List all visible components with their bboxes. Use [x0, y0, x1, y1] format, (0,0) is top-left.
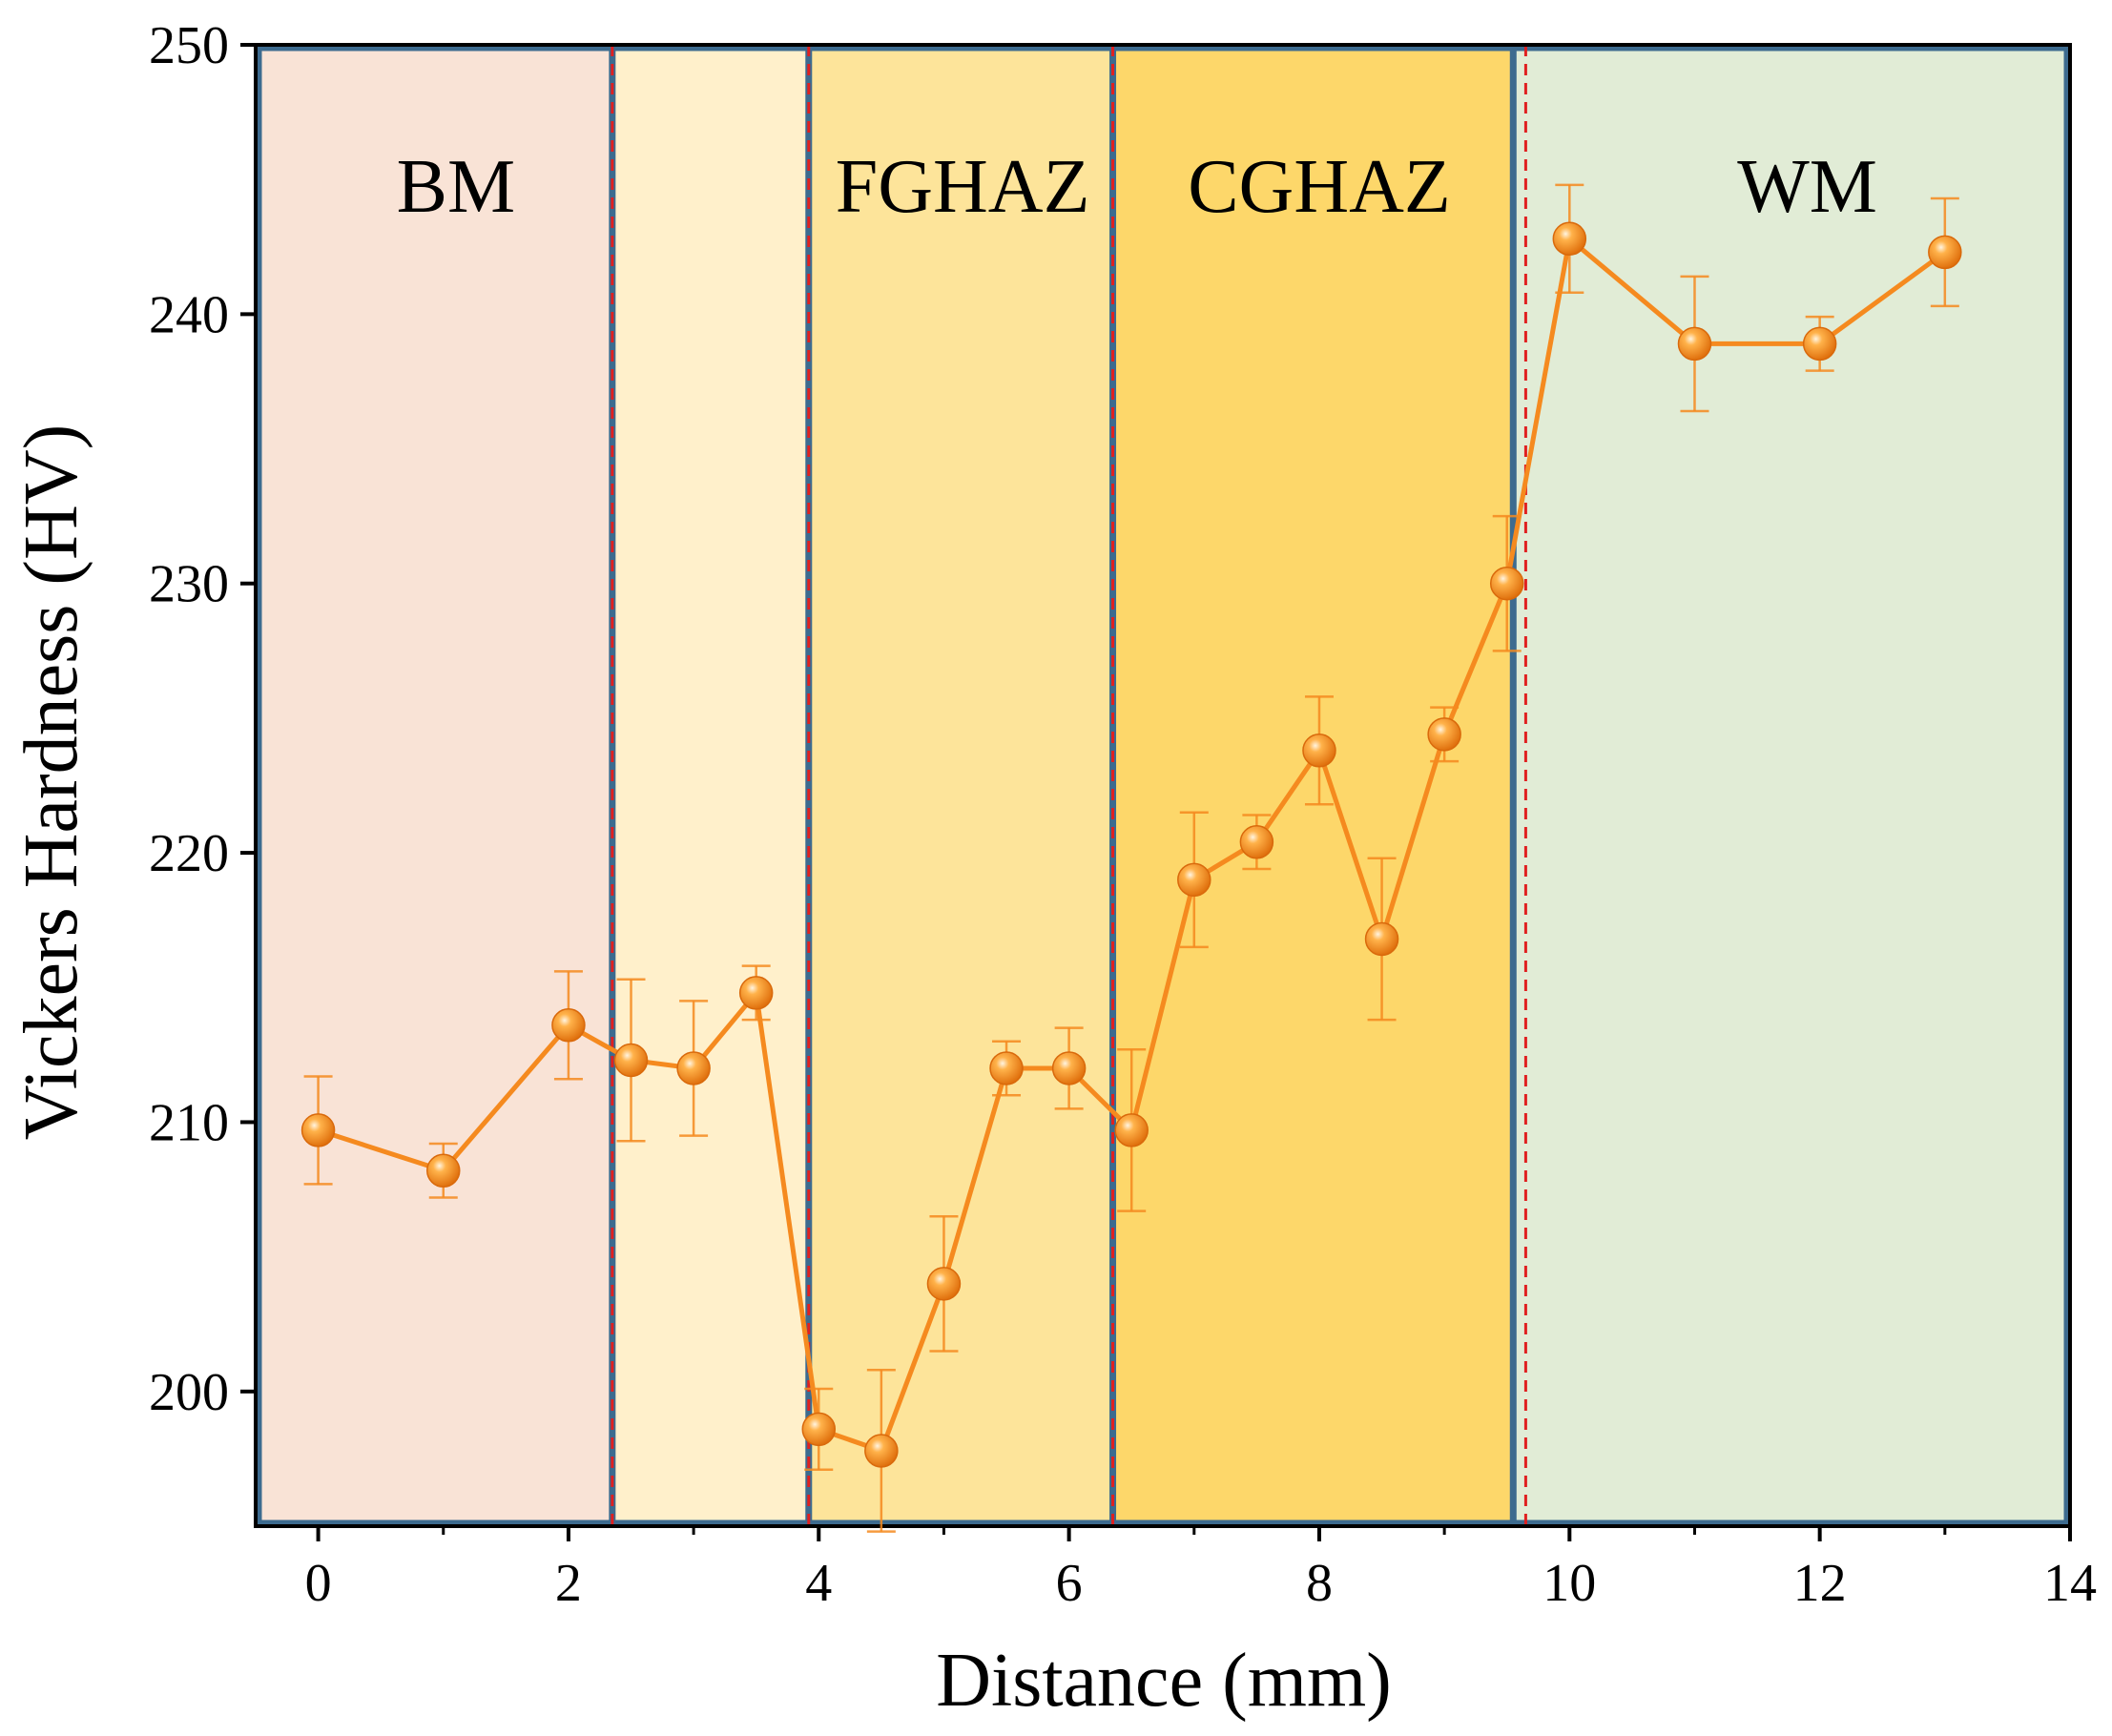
region-label-cghaz: CGHAZ: [1188, 145, 1451, 229]
data-point-18: [1552, 221, 1587, 257]
data-point-19: [1677, 326, 1712, 362]
data-point-11: [1114, 1113, 1149, 1147]
region-frame: [255, 44, 2071, 1527]
region-band-0: [256, 45, 612, 1526]
data-point-12: [1177, 862, 1211, 898]
data-point-17: [1489, 566, 1524, 601]
data-point-7: [864, 1434, 899, 1468]
regions-layer: [256, 45, 2070, 1526]
series-layer: [300, 183, 1962, 1533]
region-band-3: [1112, 45, 1514, 1526]
data-point-4: [676, 1051, 711, 1085]
data-point-15: [1364, 921, 1399, 957]
x-tick-label-1: 2: [555, 1554, 582, 1613]
data-point-21: [1928, 235, 1962, 270]
data-point-9: [989, 1051, 1024, 1085]
data-point-8: [926, 1267, 962, 1301]
y-tick-label-3: 230: [149, 555, 229, 614]
region-label-bm: BM: [397, 145, 516, 229]
data-point-20: [1802, 326, 1837, 362]
region-band-1: [611, 45, 809, 1526]
data-point-16: [1427, 717, 1461, 752]
region-label-wm: WM: [1737, 145, 1877, 229]
y-tick-label-4: 240: [149, 285, 229, 344]
x-tick-label-6: 12: [1793, 1554, 1847, 1613]
x-tick-label-7: 14: [2043, 1554, 2097, 1613]
data-point-1: [426, 1153, 461, 1188]
data-point-14: [1302, 734, 1336, 768]
data-point-3: [613, 1043, 649, 1078]
x-tick-label-3: 6: [1056, 1554, 1083, 1613]
plot-frame: [254, 43, 2072, 1528]
x-axis-title: Distance (mm): [936, 1639, 1392, 1723]
x-tick-label-2: 4: [805, 1554, 832, 1613]
y-tick-label-2: 220: [149, 824, 229, 883]
region-label-fghaz: FGHAZ: [836, 145, 1090, 229]
data-point-2: [551, 1008, 586, 1043]
labels-layer: BM FGHAZ CGHAZ WM: [397, 145, 1877, 229]
y-tick-label-0: 200: [149, 1363, 229, 1422]
y-tick-label-1: 210: [149, 1093, 229, 1152]
x-tick-label-5: 10: [1543, 1554, 1596, 1613]
data-point-6: [801, 1412, 837, 1447]
y-axis-title: Vickers Hardness (HV): [10, 424, 93, 1141]
axes-layer: 0 2 4 6 8 10 12 14 200 210 220 230 240 250: [149, 16, 2097, 1613]
region-band-2: [808, 45, 1113, 1526]
data-point-13: [1239, 825, 1274, 859]
series-line-0: [317, 234, 1947, 1455]
boundary-lines-layer: [255, 44, 2071, 1527]
data-point-5: [738, 976, 774, 1010]
data-point-0: [300, 1113, 336, 1147]
data-point-10: [1051, 1051, 1087, 1085]
x-tick-label-4: 8: [1306, 1554, 1333, 1613]
y-tick-label-5: 250: [149, 16, 229, 75]
x-tick-label-0: 0: [305, 1554, 332, 1613]
region-band-4: [1513, 45, 2070, 1526]
